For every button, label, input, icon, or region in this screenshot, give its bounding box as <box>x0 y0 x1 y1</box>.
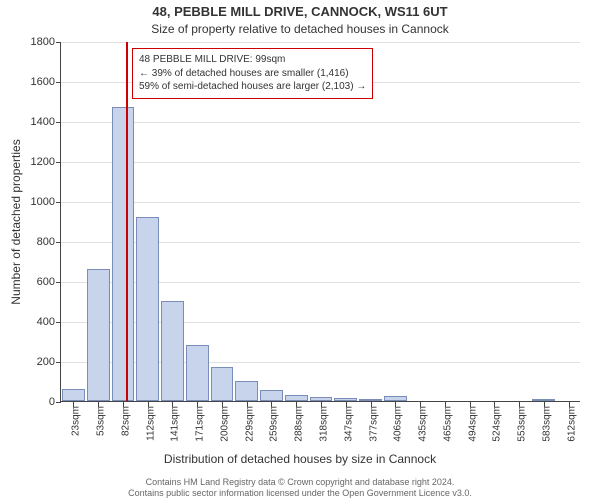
xtick-label: 494sqm <box>467 406 478 442</box>
ytick-label: 400 <box>21 316 55 328</box>
xtick-label: 465sqm <box>442 406 453 442</box>
plot-area: 02004006008001000120014001600180023sqm53… <box>60 42 580 402</box>
x-axis-caption: Distribution of detached houses by size … <box>0 452 600 466</box>
xtick-label: 377sqm <box>368 406 379 442</box>
xtick-label: 612sqm <box>566 406 577 442</box>
gridline <box>61 42 580 43</box>
chart-container: 48, PEBBLE MILL DRIVE, CANNOCK, WS11 6UT… <box>0 0 600 500</box>
histogram-bar <box>62 389 85 401</box>
ytick-label: 1400 <box>21 116 55 128</box>
ytick-mark <box>56 322 61 323</box>
attribution-line-2: Contains public sector information licen… <box>0 488 600 498</box>
attribution-line-1: Contains HM Land Registry data © Crown c… <box>0 477 600 487</box>
histogram-bar <box>260 390 283 401</box>
xtick-label: 141sqm <box>170 406 181 442</box>
histogram-bar <box>136 217 159 401</box>
ytick-label: 0 <box>21 396 55 408</box>
histogram-bar <box>235 381 258 401</box>
info-box-line: ← 39% of detached houses are smaller (1,… <box>139 67 366 81</box>
histogram-bar <box>87 269 110 401</box>
xtick-label: 553sqm <box>517 406 528 442</box>
info-box-line: 59% of semi-detached houses are larger (… <box>139 80 366 94</box>
gridline <box>61 202 580 203</box>
ytick-label: 600 <box>21 276 55 288</box>
histogram-bar <box>532 399 555 401</box>
ytick-mark <box>56 162 61 163</box>
xtick-label: 112sqm <box>145 406 156 441</box>
histogram-bar <box>112 107 135 401</box>
gridline <box>61 162 580 163</box>
ytick-mark <box>56 202 61 203</box>
xtick-label: 200sqm <box>219 406 230 442</box>
xtick-label: 435sqm <box>418 406 429 442</box>
y-axis-label-container: Number of detached properties <box>8 42 24 402</box>
xtick-label: 406sqm <box>393 406 404 442</box>
ytick-mark <box>56 82 61 83</box>
ytick-mark <box>56 242 61 243</box>
gridline <box>61 122 580 123</box>
attribution: Contains HM Land Registry data © Crown c… <box>0 477 600 498</box>
histogram-bar <box>310 397 333 401</box>
ytick-mark <box>56 402 61 403</box>
histogram-bar <box>334 398 357 401</box>
xtick-label: 82sqm <box>120 406 131 436</box>
chart-title-sub: Size of property relative to detached ho… <box>0 22 600 36</box>
histogram-bar <box>211 367 234 401</box>
ytick-mark <box>56 362 61 363</box>
ytick-mark <box>56 122 61 123</box>
xtick-label: 583sqm <box>541 406 552 442</box>
xtick-label: 53sqm <box>96 406 107 436</box>
ytick-label: 800 <box>21 236 55 248</box>
xtick-label: 288sqm <box>294 406 305 442</box>
xtick-label: 318sqm <box>319 406 330 442</box>
histogram-bar <box>186 345 209 401</box>
histogram-bar <box>161 301 184 401</box>
ytick-mark <box>56 282 61 283</box>
chart-title-main: 48, PEBBLE MILL DRIVE, CANNOCK, WS11 6UT <box>0 4 600 19</box>
ytick-label: 1600 <box>21 76 55 88</box>
histogram-bar <box>285 395 308 401</box>
xtick-label: 23sqm <box>71 406 82 436</box>
ytick-mark <box>56 42 61 43</box>
xtick-label: 259sqm <box>269 406 280 442</box>
xtick-label: 524sqm <box>492 406 503 442</box>
ytick-label: 1200 <box>21 156 55 168</box>
histogram-bar <box>359 399 382 401</box>
property-info-box: 48 PEBBLE MILL DRIVE: 99sqm← 39% of deta… <box>132 48 373 99</box>
ytick-label: 200 <box>21 356 55 368</box>
xtick-label: 229sqm <box>244 406 255 442</box>
xtick-label: 171sqm <box>195 406 206 442</box>
ytick-label: 1000 <box>21 196 55 208</box>
histogram-bar <box>384 396 407 401</box>
info-box-line: 48 PEBBLE MILL DRIVE: 99sqm <box>139 53 366 67</box>
xtick-label: 347sqm <box>343 406 354 442</box>
ytick-label: 1800 <box>21 36 55 48</box>
property-marker-line <box>126 42 128 401</box>
